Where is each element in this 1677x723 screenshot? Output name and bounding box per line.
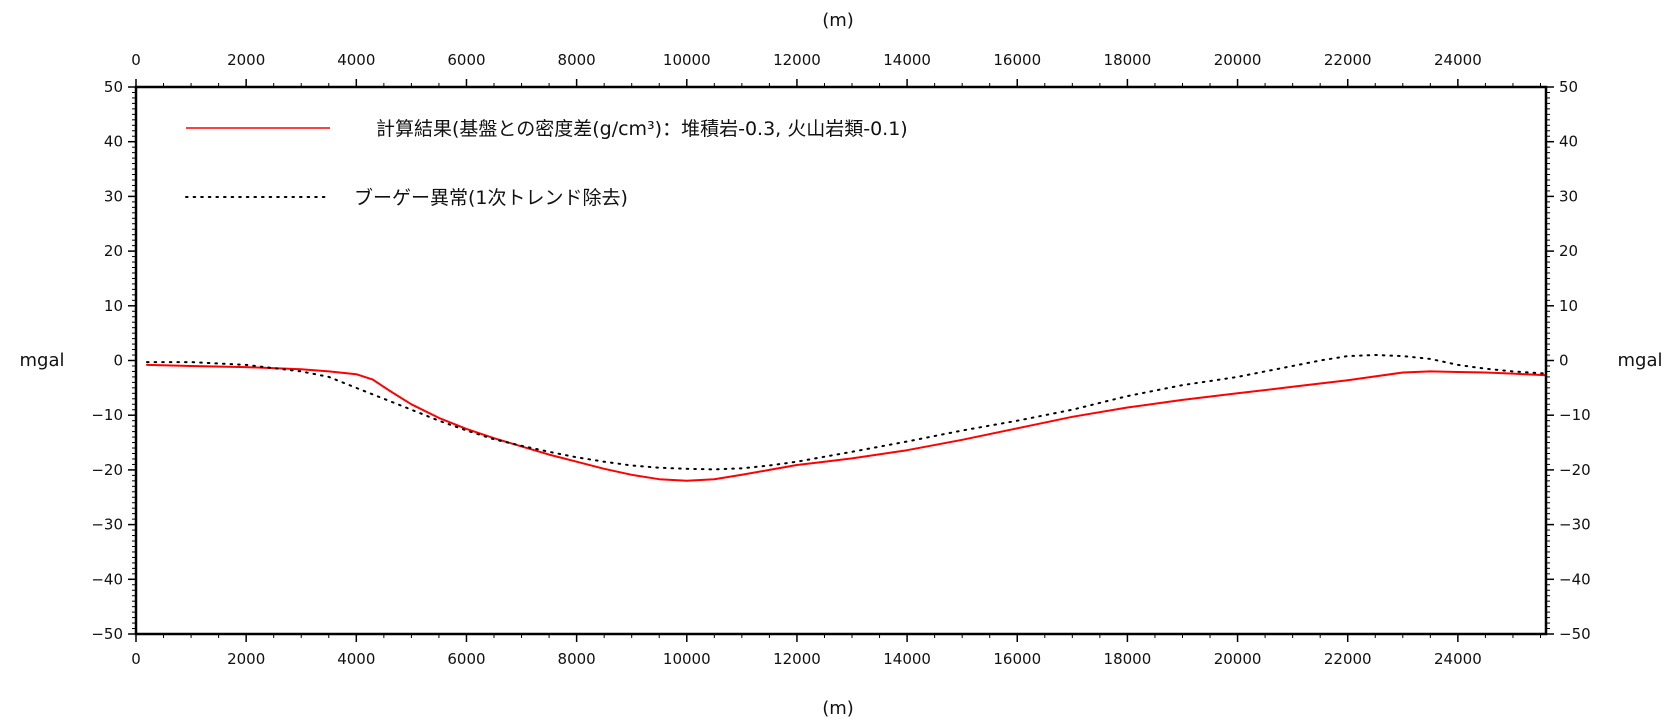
y-tick-label-left: −10 [91, 406, 123, 424]
x-tick-label-bottom: 6000 [447, 650, 485, 668]
x-tick-label-bottom: 12000 [773, 650, 821, 668]
x-axis-label-top: (m) [822, 10, 854, 31]
legend-label-calculated: 計算結果(基盤との密度差(g/cm³)：堆積岩-0.3, 火山岩類-0.1) [376, 118, 908, 140]
x-tick-label-top: 24000 [1434, 51, 1482, 69]
x-tick-label-top: 0 [131, 51, 141, 69]
x-tick-label-top: 22000 [1324, 51, 1372, 69]
x-tick-label-bottom: 18000 [1104, 650, 1152, 668]
y-tick-label-left: −20 [91, 461, 123, 479]
x-tick-label-top: 18000 [1104, 51, 1152, 69]
x-tick-label-top: 6000 [447, 51, 485, 69]
y-tick-label-left: −30 [91, 516, 123, 534]
y-tick-label-right: 10 [1559, 297, 1578, 315]
y-tick-label-right: −20 [1559, 461, 1591, 479]
x-tick-label-top: 2000 [227, 51, 265, 69]
plot-frame [134, 85, 1548, 636]
x-tick-label-bottom: 0 [131, 650, 141, 668]
legend-label-bouguer: ブーゲー異常(1次トレンド除去) [354, 186, 628, 209]
y-tick-label-left: −50 [91, 625, 123, 643]
x-tick-label-bottom: 22000 [1324, 650, 1372, 668]
series-line-bouguer [146, 354, 1547, 471]
y-tick-label-left: 50 [104, 78, 123, 96]
x-tick-label-bottom: 16000 [993, 650, 1041, 668]
y-tick-label-right: 50 [1559, 78, 1578, 96]
x-tick-label-top: 16000 [993, 51, 1041, 69]
plot-background [136, 87, 1546, 634]
x-tick-label-top: 4000 [337, 51, 375, 69]
y-axis-label-left: mgal [20, 350, 65, 371]
y-tick-label-right: −10 [1559, 406, 1591, 424]
y-tick-label-right: 30 [1559, 187, 1578, 205]
y-tick-label-right: −50 [1559, 625, 1591, 643]
x-tick-label-top: 8000 [558, 51, 596, 69]
series-line-calculated [146, 363, 1547, 482]
x-tick-label-bottom: 14000 [883, 650, 931, 668]
y-tick-label-right: 0 [1559, 352, 1569, 370]
y-tick-label-left: 10 [104, 297, 123, 315]
x-tick-label-bottom: 20000 [1214, 650, 1262, 668]
x-tick-label-bottom: 8000 [558, 650, 596, 668]
x-tick-label-top: 14000 [883, 51, 931, 69]
y-axis-label-right: mgal [1618, 350, 1663, 371]
y-tick-label-left: 0 [113, 352, 123, 370]
x-axis-label-bottom: (m) [822, 698, 854, 719]
legend: 計算結果(基盤との密度差(g/cm³)：堆積岩-0.3, 火山岩類-0.1) ブ… [185, 118, 908, 209]
y-tick-label-right: 20 [1559, 242, 1578, 260]
y-tick-label-right: −40 [1559, 570, 1591, 588]
y-tick-label-right: 40 [1559, 133, 1578, 151]
y-tick-label-left: −40 [91, 570, 123, 588]
x-tick-label-bottom: 2000 [227, 650, 265, 668]
x-tick-label-top: 20000 [1214, 51, 1262, 69]
x-tick-label-bottom: 4000 [337, 650, 375, 668]
tick-labels: 0020002000400040006000600080008000100001… [91, 51, 1590, 668]
x-tick-label-bottom: 10000 [663, 650, 711, 668]
data-series [146, 354, 1547, 482]
x-tick-label-top: 10000 [663, 51, 711, 69]
y-tick-label-left: 20 [104, 242, 123, 260]
x-tick-label-bottom: 24000 [1434, 650, 1482, 668]
y-tick-label-right: −30 [1559, 516, 1591, 534]
y-tick-label-left: 40 [104, 133, 123, 151]
x-tick-label-top: 12000 [773, 51, 821, 69]
y-tick-label-left: 30 [104, 187, 123, 205]
